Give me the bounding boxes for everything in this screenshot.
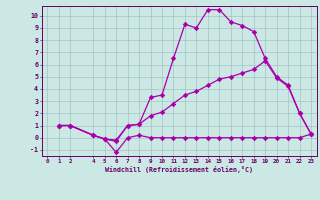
X-axis label: Windchill (Refroidissement éolien,°C): Windchill (Refroidissement éolien,°C) <box>105 166 253 173</box>
